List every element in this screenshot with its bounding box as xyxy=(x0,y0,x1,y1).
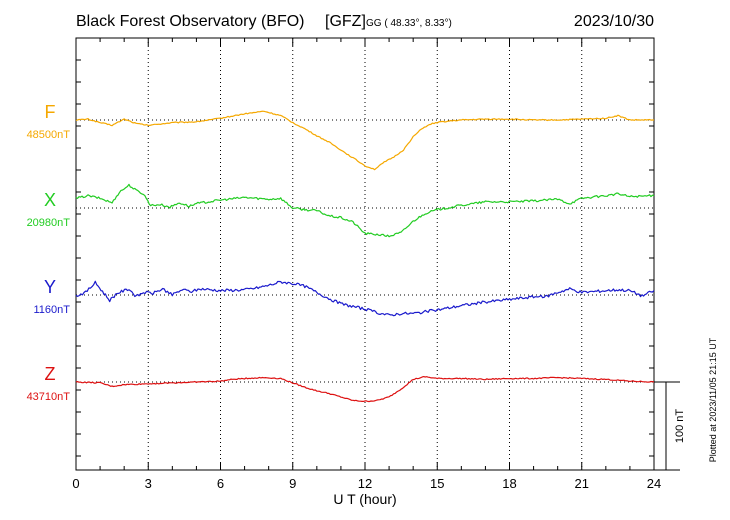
date-label: 2023/10/30 xyxy=(574,13,654,30)
series-lines xyxy=(75,110,655,403)
x-tick-label: 18 xyxy=(502,476,516,491)
coordinates-label: GG ( 48.33°, 8.33°) xyxy=(366,18,452,29)
series-line-z xyxy=(75,376,655,403)
series-name-x: X xyxy=(44,190,56,210)
series-line-f xyxy=(75,110,654,171)
x-tick-label: 9 xyxy=(289,476,296,491)
x-axis-label: U T (hour) xyxy=(333,491,396,507)
x-tick-label: 6 xyxy=(217,476,224,491)
chart-title: Black Forest Observatory (BFO) xyxy=(76,13,305,30)
x-tick-label: 0 xyxy=(72,476,79,491)
plotted-at-note: Plotted at 2023/11/05 21:15 UT xyxy=(708,337,718,462)
axis-ticks xyxy=(75,38,655,470)
x-tick-labels: 0 3 6 9 12 15 18 21 24 xyxy=(72,476,661,491)
scale-bar: 100 nT xyxy=(654,381,686,471)
x-tick-label: 12 xyxy=(358,476,372,491)
series-name-y: Y xyxy=(44,277,56,297)
scale-bar-label: 100 nT xyxy=(674,409,686,444)
series-baseline-y: 1160nT xyxy=(34,304,71,316)
series-labels: F 48500nT X 20980nT Y 1160nT Z 43710nT xyxy=(27,102,71,403)
x-tick-label: 24 xyxy=(647,476,661,491)
x-tick-label: 3 xyxy=(145,476,152,491)
series-baseline-z: 43710nT xyxy=(27,391,71,403)
x-tick-label: 21 xyxy=(575,476,589,491)
series-line-x xyxy=(75,183,655,238)
agency-label: [GFZ] xyxy=(325,13,366,30)
series-baseline-f: 48500nT xyxy=(27,129,71,141)
x-tick-label: 15 xyxy=(430,476,444,491)
series-name-f: F xyxy=(45,102,56,122)
series-line-y xyxy=(75,280,655,317)
grid-lines xyxy=(76,38,654,470)
series-baseline-x: 20980nT xyxy=(27,217,71,229)
series-name-z: Z xyxy=(45,364,56,384)
